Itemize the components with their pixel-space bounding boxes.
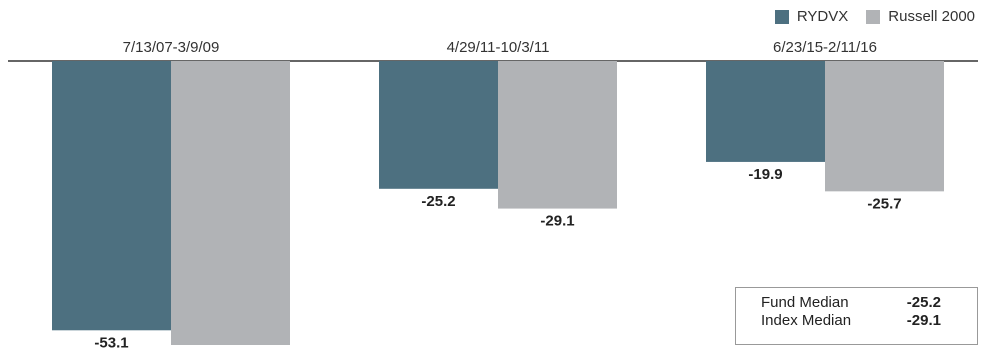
fund-median-value: -25.2 — [906, 294, 941, 311]
bar-russell-2000 — [825, 61, 944, 192]
legend-swatch-russell-2000 — [866, 9, 881, 24]
data-label: -19.9 — [748, 166, 782, 183]
data-label: -25.7 — [867, 195, 901, 212]
fund-median-label: Fund Median — [761, 294, 849, 311]
legend-label-russell-2000: Russell 2000 — [888, 8, 975, 25]
legend-item-rydvx: RYDVX — [774, 8, 849, 25]
data-label: -29.1 — [540, 213, 574, 230]
bar-rydvx — [52, 61, 171, 331]
bar-russell-2000 — [498, 61, 617, 209]
data-label: -25.2 — [421, 193, 455, 210]
category-label: 7/13/07-3/9/09 — [123, 39, 220, 56]
legend-label-rydvx: RYDVX — [796, 8, 849, 25]
index-median-row: Index Median -29.1 — [761, 312, 977, 330]
data-label: -53.1 — [94, 334, 128, 348]
category-label: 4/29/11-10/3/11 — [447, 39, 550, 56]
legend-item-russell-2000: Russell 2000 — [866, 8, 975, 25]
legend-swatch-rydvx — [774, 9, 789, 24]
bar-rydvx — [706, 61, 825, 162]
category-label: 6/23/15-2/11/16 — [773, 39, 877, 56]
chart-legend: RYDVX Russell 2000 — [774, 8, 975, 25]
index-median-label: Index Median — [761, 312, 852, 329]
median-summary-box: Fund Median -25.2 Index Median -29.1 — [735, 287, 978, 345]
index-median-value: -29.1 — [906, 312, 941, 329]
bar-russell-2000 — [171, 61, 290, 345]
bar-rydvx — [379, 61, 498, 189]
fund-median-row: Fund Median -25.2 — [761, 294, 977, 312]
